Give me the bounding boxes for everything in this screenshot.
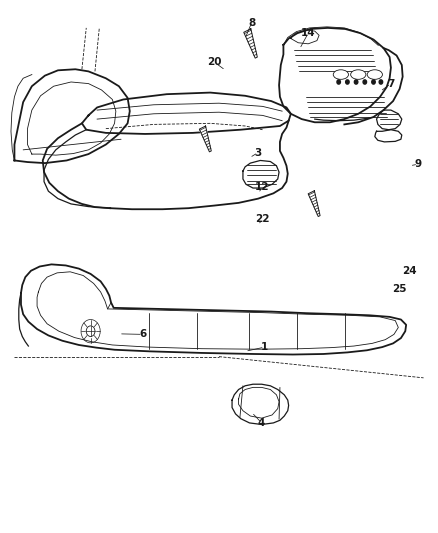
Text: 8: 8: [248, 18, 255, 28]
Text: 9: 9: [415, 159, 422, 169]
Text: 4: 4: [258, 418, 265, 428]
Circle shape: [354, 80, 358, 84]
Circle shape: [86, 326, 95, 336]
Polygon shape: [244, 29, 257, 58]
Circle shape: [346, 80, 349, 84]
Circle shape: [372, 80, 375, 84]
Text: 25: 25: [392, 284, 407, 294]
Polygon shape: [199, 126, 211, 152]
Ellipse shape: [351, 70, 366, 79]
Circle shape: [363, 80, 367, 84]
Text: 7: 7: [387, 78, 395, 88]
Text: 1: 1: [261, 342, 268, 352]
Text: 20: 20: [208, 58, 222, 67]
Text: 24: 24: [403, 266, 417, 276]
Polygon shape: [308, 191, 320, 216]
Ellipse shape: [367, 70, 382, 79]
Text: 22: 22: [255, 214, 270, 224]
Text: 14: 14: [301, 28, 315, 38]
Text: 6: 6: [139, 329, 146, 340]
Circle shape: [337, 80, 340, 84]
Text: 12: 12: [255, 182, 270, 192]
Circle shape: [379, 80, 383, 84]
Text: 3: 3: [254, 148, 262, 158]
Ellipse shape: [333, 70, 349, 79]
